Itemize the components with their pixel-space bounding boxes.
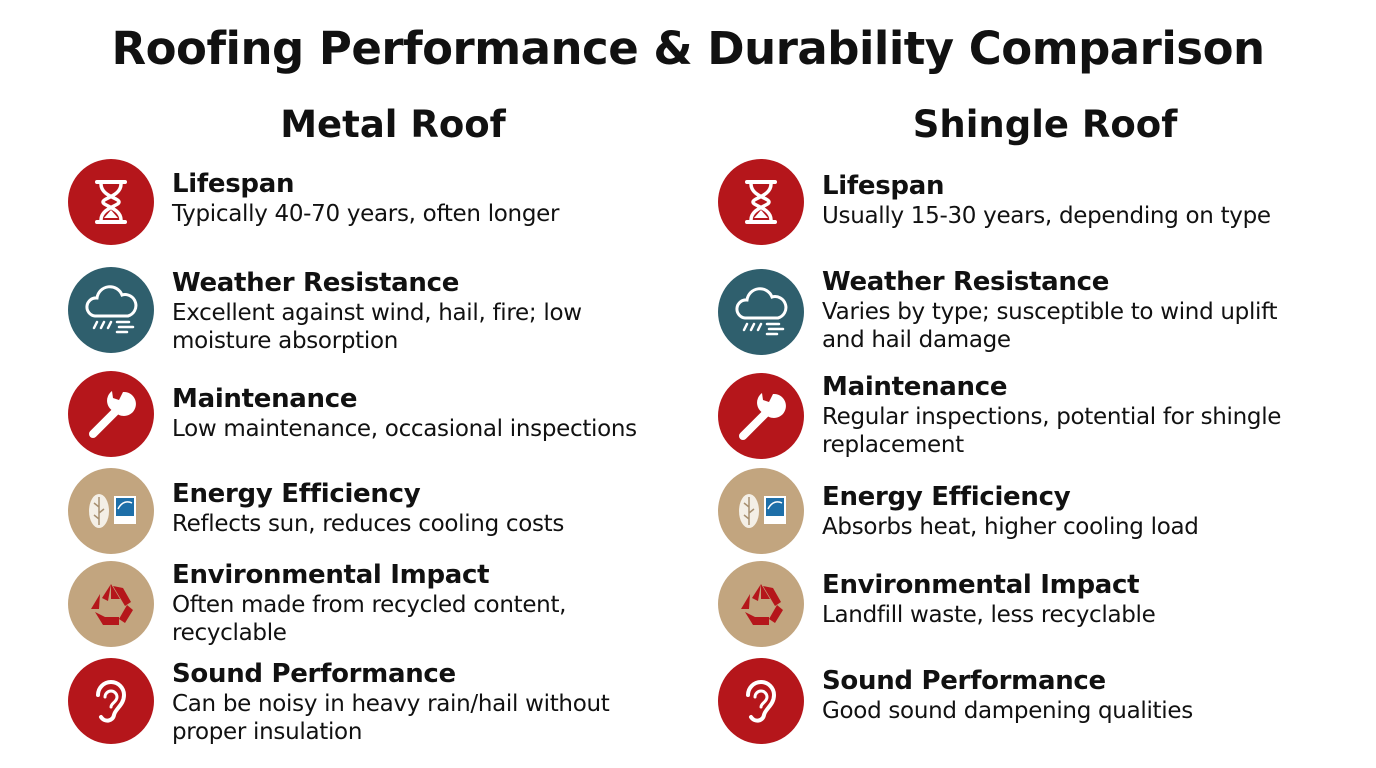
item-title: Sound Performance [822, 666, 1106, 696]
item-text: Absorbs heat, higher cooling load [822, 514, 1199, 540]
item: Environmental Impact Often made from recy… [172, 559, 672, 647]
item-icon [718, 561, 804, 647]
item-title: Energy Efficiency [822, 482, 1071, 512]
item-title: Lifespan [172, 169, 295, 199]
item-icon [68, 371, 154, 457]
page-title: Roofing Performance & Durability Compari… [111, 22, 1265, 75]
item: Lifespan Usually 15-30 years, depending o… [822, 170, 1322, 230]
item-icon [68, 468, 154, 554]
item-text: Can be noisy in heavy rain/hail without … [172, 691, 610, 745]
item-text: Typically 40-70 years, often longer [172, 201, 560, 227]
item-icon [718, 468, 804, 554]
item-text: Landfill waste, less recyclable [822, 602, 1156, 628]
item-title: Environmental Impact [822, 570, 1140, 600]
item-text: Often made from recycled content, recycl… [172, 592, 567, 646]
item-icon [718, 269, 804, 355]
item-text: Excellent against wind, hail, fire; low … [172, 300, 582, 354]
item: Maintenance Regular inspections, potentia… [822, 371, 1322, 459]
item-icon [718, 658, 804, 744]
item-icon [68, 159, 154, 245]
item-icon [68, 561, 154, 647]
item-text: Reflects sun, reduces cooling costs [172, 511, 565, 537]
item-title: Environmental Impact [172, 560, 490, 590]
item-icon [68, 267, 154, 353]
item-icon [718, 159, 804, 245]
item-title: Maintenance [172, 384, 358, 414]
item: Maintenance Low maintenance, occasional i… [172, 383, 672, 443]
item: Energy Efficiency Reflects sun, reduces c… [172, 478, 672, 538]
item-text: Low maintenance, occasional inspections [172, 416, 637, 442]
item-title: Weather Resistance [822, 267, 1110, 297]
item-title: Maintenance [822, 372, 1008, 402]
item-title: Lifespan [822, 171, 945, 201]
item-text: Usually 15-30 years, depending on type [822, 203, 1271, 229]
item: Weather Resistance Excellent against wind… [172, 267, 672, 355]
item-text: Good sound dampening qualities [822, 698, 1193, 724]
item-icon [718, 373, 804, 459]
item-text: Varies by type; susceptible to wind upli… [822, 299, 1278, 353]
item: Sound Performance Can be noisy in heavy r… [172, 658, 672, 746]
item: Lifespan Typically 40-70 years, often lon… [172, 168, 672, 228]
column-heading: Shingle Roof [912, 103, 1178, 146]
item: Energy Efficiency Absorbs heat, higher co… [822, 481, 1322, 541]
item-title: Energy Efficiency [172, 479, 421, 509]
item-text: Regular inspections, potential for shing… [822, 404, 1282, 458]
item-title: Sound Performance [172, 659, 456, 689]
item-title: Weather Resistance [172, 268, 460, 298]
item: Environmental Impact Landfill waste, less… [822, 569, 1322, 629]
item-icon [68, 658, 154, 744]
item: Sound Performance Good sound dampening qu… [822, 665, 1322, 725]
item: Weather Resistance Varies by type; suscep… [822, 266, 1322, 354]
column-heading: Metal Roof [280, 103, 506, 146]
